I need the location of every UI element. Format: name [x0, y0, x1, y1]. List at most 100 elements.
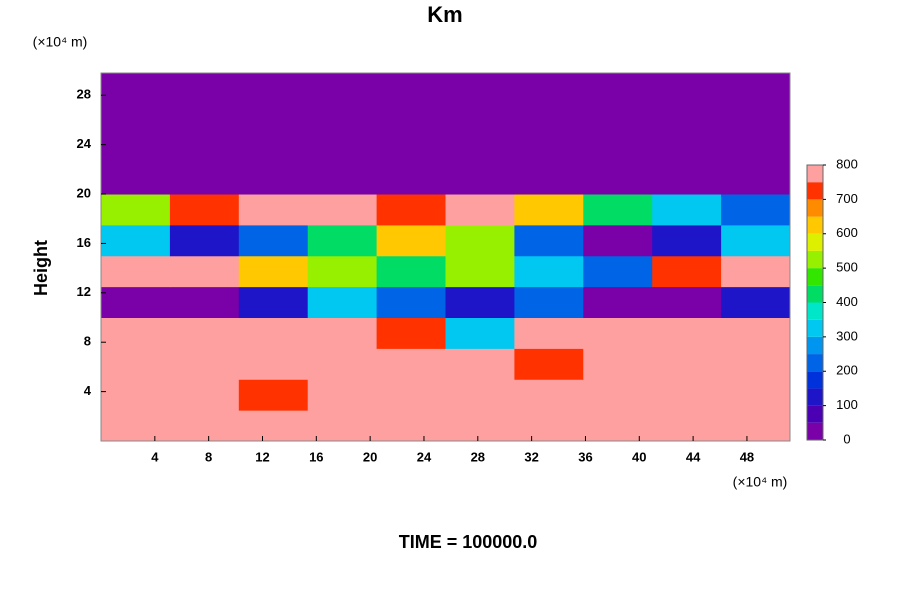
y-tick-label: 20 [77, 185, 91, 200]
cell [238, 224, 309, 257]
cell [307, 286, 378, 319]
cell [583, 101, 653, 133]
x-tick-label: 16 [309, 449, 323, 464]
cell [514, 255, 584, 288]
cell [445, 255, 515, 288]
cell [307, 255, 378, 288]
colorbar-tick-label: 300 [836, 328, 858, 343]
y-tick-label: 12 [77, 284, 91, 299]
cell [376, 224, 446, 257]
cell [721, 101, 790, 133]
colorbar-band [807, 233, 823, 251]
cell [652, 73, 722, 102]
cell [238, 132, 309, 164]
cell [169, 410, 240, 441]
cell [721, 410, 790, 441]
cell [514, 101, 584, 133]
cell [169, 348, 240, 380]
colorbar-band [807, 199, 823, 217]
y-unit: (×10⁴ m) [33, 34, 88, 50]
cell [514, 224, 584, 257]
cell [514, 132, 584, 164]
cell [376, 379, 446, 411]
cell [307, 410, 378, 441]
x-tick-label: 8 [205, 449, 212, 464]
cell [445, 224, 515, 257]
x-tick-label: 24 [417, 449, 432, 464]
cell [445, 286, 515, 319]
cell [652, 379, 722, 411]
cell [445, 101, 515, 133]
x-tick-label: 36 [578, 449, 592, 464]
x-tick-label: 44 [686, 449, 701, 464]
cell [307, 132, 378, 164]
cell [101, 410, 171, 441]
cell [652, 132, 722, 164]
cell [307, 348, 378, 380]
cell [101, 348, 171, 380]
cell [238, 101, 309, 133]
cell [238, 379, 309, 411]
y-axis-label: Height [31, 240, 51, 296]
cell [721, 348, 790, 380]
y-tick-label: 16 [77, 235, 91, 250]
y-tick-label: 24 [77, 136, 92, 151]
colorbar-band [807, 388, 823, 406]
colorbar-band [807, 182, 823, 200]
cell [583, 379, 653, 411]
cell [514, 286, 584, 319]
cell [169, 224, 240, 257]
colorbar-band [807, 285, 823, 303]
cell [583, 317, 653, 349]
colorbar-band [807, 371, 823, 389]
cell [721, 132, 790, 164]
cell [652, 317, 722, 349]
cell [169, 73, 240, 102]
colorbar-band [807, 422, 823, 440]
cell [238, 410, 309, 441]
cell [238, 348, 309, 380]
colorbar-tick-label: 500 [836, 260, 858, 275]
cell [721, 163, 790, 195]
x-tick-label: 32 [524, 449, 538, 464]
cell [652, 410, 722, 441]
footer: TIME = 100000.0 [399, 532, 538, 552]
colorbar-tick-label: 600 [836, 225, 858, 240]
cell [652, 255, 722, 288]
x-tick-label: 20 [363, 449, 377, 464]
cell [652, 224, 722, 257]
colorbar-tick-label: 800 [836, 156, 858, 171]
cell [238, 255, 309, 288]
cell [238, 286, 309, 319]
cell [445, 379, 515, 411]
y-tick-label: 28 [77, 87, 91, 102]
cell [101, 286, 171, 319]
cell [721, 73, 790, 102]
cell [376, 101, 446, 133]
colorbar-tick-label: 0 [843, 431, 850, 446]
cell [169, 194, 240, 226]
cell [721, 286, 790, 319]
cell [307, 163, 378, 195]
cell [376, 410, 446, 441]
cell [169, 317, 240, 349]
colorbar-tick-label: 400 [836, 294, 858, 309]
cell [376, 163, 446, 195]
chart-title: Km [427, 2, 462, 27]
y-tick-label: 4 [84, 383, 92, 398]
cell [514, 410, 584, 441]
plot-frame [100, 72, 791, 442]
cell [376, 73, 446, 102]
cell [721, 224, 790, 257]
x-tick-label: 28 [471, 449, 485, 464]
cell [652, 286, 722, 319]
cell [307, 379, 378, 411]
cell [307, 194, 378, 226]
colorbar-band [807, 250, 823, 269]
cell [101, 73, 171, 102]
cell [238, 317, 309, 349]
cell [101, 132, 171, 164]
cell [652, 163, 722, 195]
cell [376, 348, 446, 380]
